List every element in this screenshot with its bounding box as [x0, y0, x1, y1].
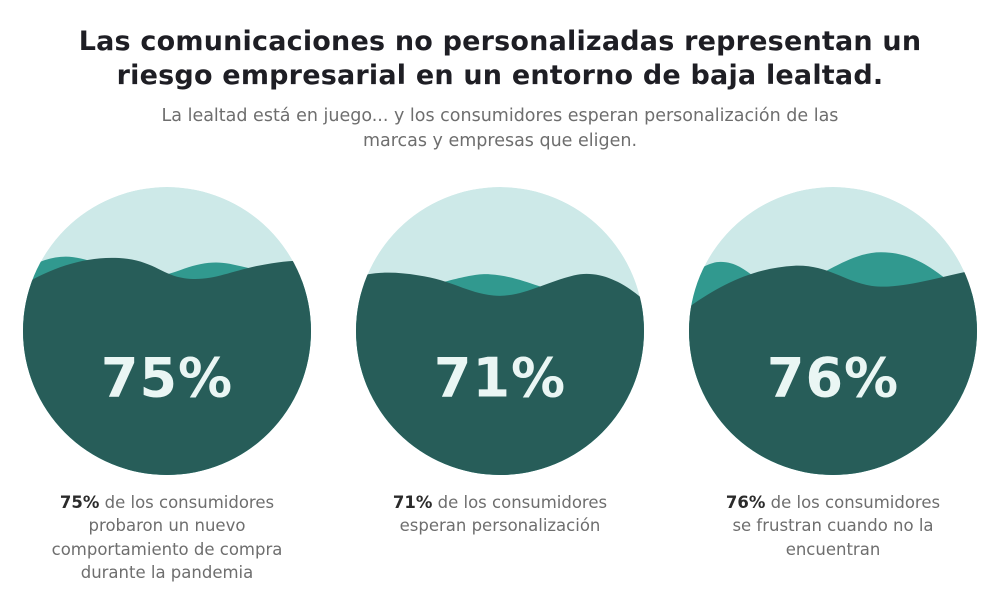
stat-caption-2: 71% de los consumidores esperan personal… — [393, 491, 607, 538]
percent-value-3: 76% — [766, 346, 900, 410]
liquid-fill-gauge-3: 76% — [689, 186, 977, 475]
liquid-fill-gauge-3-graphic — [689, 186, 977, 475]
caption-1-bold-percent: 75% — [59, 492, 100, 512]
percent-value-1: 75% — [100, 346, 234, 410]
stat-gauge-75: 75% 75% de los consumidores probaron un … — [17, 186, 317, 585]
caption-2-bold-percent: 71% — [392, 492, 433, 512]
caption-3-line-3: encuentran — [785, 539, 881, 559]
caption-3-line-1: 76% de los consumidores — [726, 491, 940, 514]
caption-1-text: de los consumidores — [99, 492, 275, 512]
caption-3-bold-percent: 76% — [725, 492, 766, 512]
caption-2-line-1: 71% de los consumidores — [393, 491, 607, 514]
page-subtitle-line-2: marcas y empresas que eligen. — [362, 131, 638, 152]
liquid-fill-gauge-1: 75% — [23, 186, 311, 475]
liquid-fill-gauge-1-graphic — [23, 186, 311, 475]
gauges-row: 75% 75% de los consumidores probaron un … — [0, 186, 1000, 585]
page-subtitle: La lealtad está en juego... y los consum… — [0, 104, 1000, 155]
caption-2-text: de los consumidores — [432, 492, 608, 512]
caption-1-line-3: comportamiento de compra — [51, 539, 283, 559]
stat-gauge-76: 76% 76% de los consumidores se frustran … — [683, 186, 983, 561]
caption-3-line-2: se frustran cuando no la — [732, 516, 934, 536]
page-subtitle-line-1: La lealtad está en juego... y los consum… — [161, 106, 839, 127]
stat-caption-3: 76% de los consumidores se frustran cuan… — [726, 491, 940, 561]
caption-2-line-2: esperan personalización — [399, 516, 601, 536]
page-title-line-2: riesgo empresarial en un entorno de baja… — [116, 60, 884, 92]
caption-1-line-1: 75% de los consumidores — [52, 491, 283, 514]
liquid-fill-gauge-2-graphic — [356, 186, 644, 475]
infographic-page: Las comunicaciones no personalizadas rep… — [0, 0, 1000, 585]
caption-3-text: de los consumidores — [765, 492, 941, 512]
page-title-line-1: Las comunicaciones no personalizadas rep… — [78, 26, 922, 57]
header: Las comunicaciones no personalizadas rep… — [0, 0, 1000, 155]
caption-1-line-2: probaron un nuevo — [88, 516, 246, 536]
page-title: Las comunicaciones no personalizadas rep… — [0, 25, 1000, 93]
stat-gauge-71: 71% 71% de los consumidores esperan pers… — [350, 186, 650, 538]
liquid-fill-gauge-2: 71% — [356, 186, 644, 475]
stat-caption-1: 75% de los consumidores probaron un nuev… — [52, 491, 283, 585]
caption-1-line-4: durante la pandemia — [80, 563, 254, 583]
percent-value-2: 71% — [433, 346, 567, 410]
